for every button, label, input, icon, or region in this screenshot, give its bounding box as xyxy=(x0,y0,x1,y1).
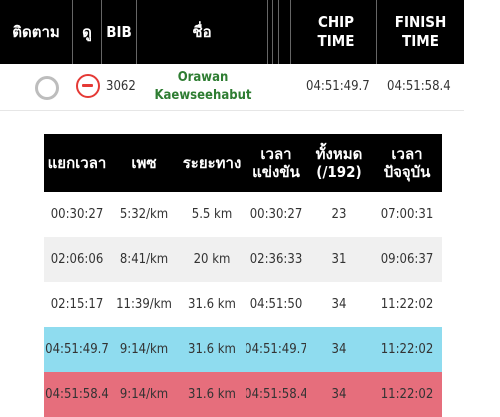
rank-cell: 34 xyxy=(331,297,347,312)
header-chip-time-line1: CHIP xyxy=(317,13,355,31)
split-time-cell: 04:51:49.7 xyxy=(45,342,109,357)
col-current-time-line2: ปัจจุบัน xyxy=(383,163,431,181)
pace-cell: 8:41/km xyxy=(119,252,169,267)
pace-cell: 11:39/km xyxy=(116,297,172,312)
col-race-time: เวลา แข่งขัน xyxy=(246,134,306,192)
header-view: ดู xyxy=(82,22,92,41)
split-time-cell: 04:51:58.4 xyxy=(45,387,109,402)
split-time-cell: 02:06:06 xyxy=(50,252,104,267)
collapse-minus-icon[interactable] xyxy=(76,74,100,98)
col-pace: เพซ xyxy=(131,154,157,172)
splits-header: แยกเวลา เพซ ระยะทาง เวลา แข่งขัน ทั้งหมด… xyxy=(44,134,442,192)
header-divider xyxy=(376,0,377,64)
col-race-time-line2: แข่งขัน xyxy=(252,163,300,181)
race-time-cell: 04:51:58.4 xyxy=(246,387,306,402)
rank-cell: 31 xyxy=(331,252,347,267)
split-row: 00:30:27 5:32/km 5.5 km 00:30:27 23 07:00:31 xyxy=(44,192,442,237)
header-finish-time: FINISH TIME xyxy=(377,0,464,64)
header-divider xyxy=(272,0,273,64)
distance-cell: 31.6 km xyxy=(188,297,236,312)
header-divider xyxy=(267,0,268,64)
distance-cell: 31.6 km xyxy=(188,387,236,402)
header-divider xyxy=(290,0,291,64)
header-finish-time-line2: TIME xyxy=(402,32,439,50)
distance-cell: 31.6 km xyxy=(188,342,236,357)
col-overall-line2: (/192) xyxy=(316,163,362,181)
header-name: ชื่อ xyxy=(192,22,212,41)
runner-finish-time: 04:51:58.4 xyxy=(387,79,451,94)
header-chip-time-line2: TIME xyxy=(317,32,355,50)
col-split-time: แยกเวลา xyxy=(47,154,107,172)
clock-time-cell: 11:22:02 xyxy=(380,387,434,402)
splits-table: แยกเวลา เพซ ระยะทาง เวลา แข่งขัน ทั้งหมด… xyxy=(44,134,442,417)
race-time-cell: 02:36:33 xyxy=(249,252,303,267)
runner-bib: 3062 xyxy=(106,79,136,94)
header-divider xyxy=(278,0,279,64)
col-distance: ระยะทาง xyxy=(182,154,242,172)
runner-first-name: Orawan xyxy=(177,70,229,85)
header-divider xyxy=(136,0,137,64)
split-row: 02:06:06 8:41/km 20 km 02:36:33 31 09:06:37 xyxy=(44,237,442,282)
splits-body: 00:30:27 5:32/km 5.5 km 00:30:27 23 07:00:31 0… xyxy=(44,192,442,417)
col-overall-line1: ทั้งหมด xyxy=(315,145,363,163)
rank-cell: 34 xyxy=(331,387,347,402)
clock-time-cell: 09:06:37 xyxy=(380,252,434,267)
runner-last-name: Kaewseehabut xyxy=(154,88,252,103)
distance-cell: 5.5 km xyxy=(191,207,233,222)
race-time-cell: 00:30:27 xyxy=(249,207,303,222)
results-header: ติดตาม ดู BIB ชื่อ CHIP TIME FINISH TIME xyxy=(0,0,464,64)
header-bib: BIB xyxy=(106,22,132,41)
rank-cell: 34 xyxy=(331,342,347,357)
runner-row[interactable]: 3062 Orawan Kaewseehabut 04:51:49.7 04:5… xyxy=(0,64,464,111)
col-overall: ทั้งหมด (/192) xyxy=(306,134,372,192)
header-finish-time-line1: FINISH xyxy=(394,13,447,31)
pace-cell: 9:14/km xyxy=(119,342,169,357)
rank-cell: 23 xyxy=(331,207,347,222)
split-row: 04:51:58.4 9:14/km 31.6 km 04:51:58.4 34 11:2… xyxy=(44,372,442,417)
pace-cell: 5:32/km xyxy=(119,207,169,222)
follow-radio[interactable] xyxy=(35,76,59,100)
split-row: 02:15:17 11:39/km 31.6 km 04:51:50 34 11:22:0… xyxy=(44,282,442,327)
col-current-time: เวลา ปัจจุบัน xyxy=(372,134,442,192)
header-follow: ติดตาม xyxy=(12,22,60,41)
col-current-time-line1: เวลา xyxy=(391,145,423,163)
split-row: 04:51:49.7 9:14/km 31.6 km 04:51:49.7 34 11:2… xyxy=(44,327,442,372)
split-time-cell: 02:15:17 xyxy=(50,297,104,312)
runner-name[interactable]: Orawan Kaewseehabut xyxy=(150,69,256,105)
header-divider xyxy=(101,0,102,64)
clock-time-cell: 11:22:02 xyxy=(380,342,434,357)
header-divider xyxy=(72,0,73,64)
race-time-cell: 04:51:49.7 xyxy=(246,342,306,357)
distance-cell: 20 km xyxy=(193,252,231,267)
runner-chip-time: 04:51:49.7 xyxy=(306,79,370,94)
clock-time-cell: 11:22:02 xyxy=(380,297,434,312)
split-time-cell: 00:30:27 xyxy=(50,207,104,222)
pace-cell: 9:14/km xyxy=(119,387,169,402)
race-time-cell: 04:51:50 xyxy=(249,297,303,312)
clock-time-cell: 07:00:31 xyxy=(380,207,434,222)
header-chip-time: CHIP TIME xyxy=(296,0,376,64)
col-race-time-line1: เวลา xyxy=(260,145,292,163)
